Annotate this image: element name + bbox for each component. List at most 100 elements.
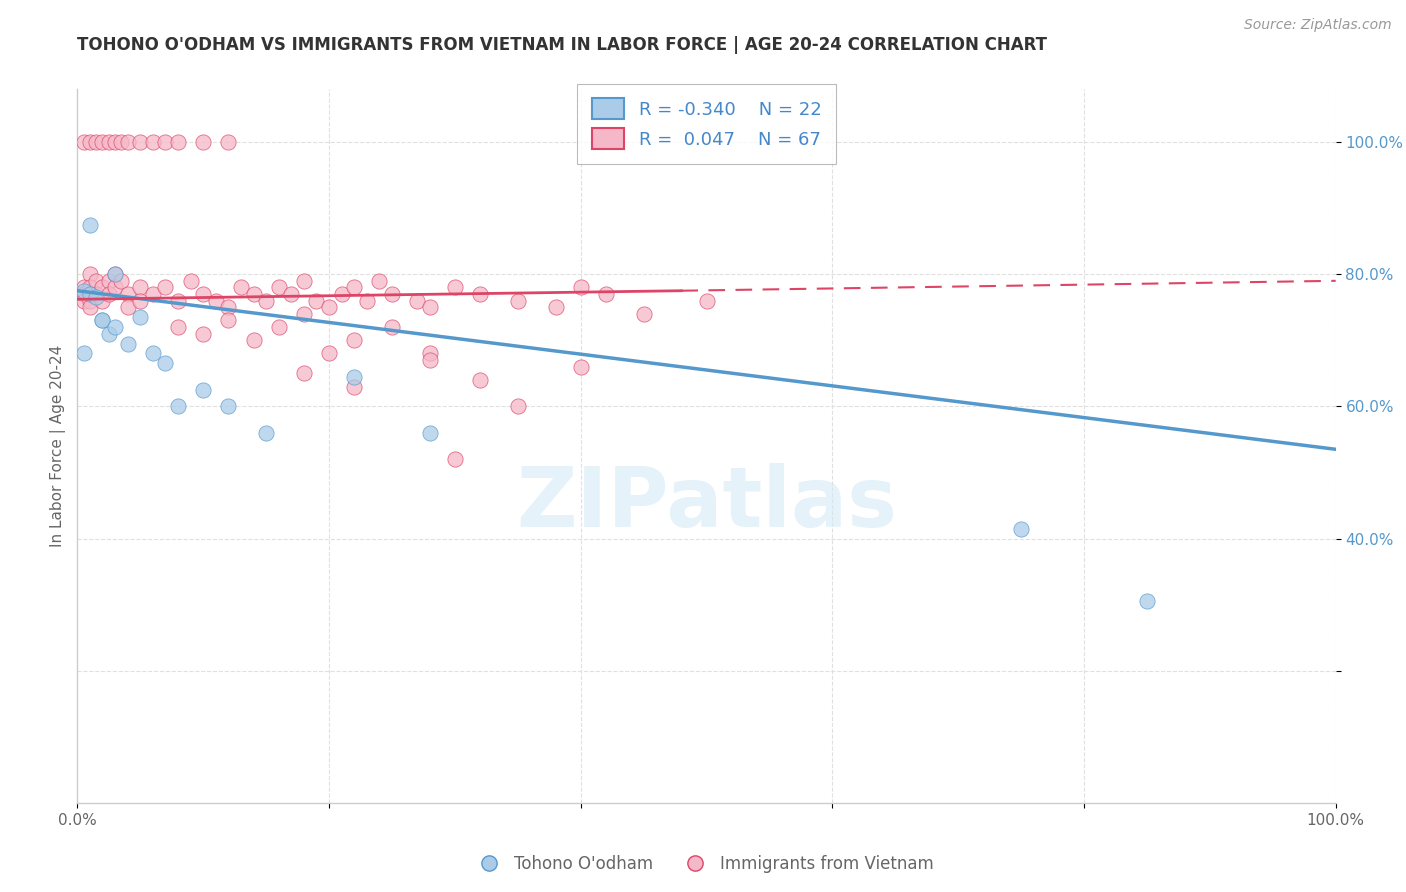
Point (330, 287, 353, 301)
Point (142, 135, 165, 149)
Point (117, 287, 139, 301)
Point (129, 135, 152, 149)
Point (419, 300, 441, 314)
Point (696, 293, 718, 308)
Point (191, 287, 215, 301)
Point (79, 293, 101, 308)
Point (356, 293, 378, 308)
Point (72, 284, 94, 298)
Point (343, 369, 366, 384)
Point (1010, 522, 1032, 536)
Point (110, 135, 132, 149)
Point (91, 135, 114, 149)
Point (468, 373, 491, 387)
Text: TOHONO O'ODHAM VS IMMIGRANTS FROM VIETNAM IN LABOR FORCE | AGE 20-24 CORRELATION: TOHONO O'ODHAM VS IMMIGRANTS FROM VIETNA… (77, 36, 1047, 54)
Point (191, 383, 215, 397)
Point (254, 293, 277, 308)
Point (180, 274, 202, 288)
Point (104, 280, 127, 294)
Point (368, 274, 391, 288)
Point (72, 287, 94, 301)
Point (84, 287, 107, 301)
Point (79, 287, 101, 301)
Text: ZIPatlas: ZIPatlas (516, 463, 897, 543)
Point (72, 280, 94, 294)
Point (142, 287, 165, 301)
Point (142, 346, 165, 360)
Point (110, 274, 132, 288)
Point (167, 320, 190, 334)
Point (280, 287, 302, 301)
Point (544, 300, 567, 314)
Point (91, 313, 114, 327)
Point (595, 287, 617, 301)
Point (91, 280, 114, 294)
Point (104, 267, 127, 281)
Point (468, 287, 491, 301)
Point (84, 135, 107, 149)
Point (155, 280, 177, 294)
Point (242, 333, 264, 347)
Point (72, 293, 94, 308)
Point (79, 280, 101, 294)
Point (292, 274, 315, 288)
Point (167, 400, 190, 414)
Point (155, 356, 177, 370)
Point (72, 346, 94, 360)
Text: Source: ZipAtlas.com: Source: ZipAtlas.com (1244, 18, 1392, 32)
Point (72, 135, 94, 149)
Point (155, 135, 177, 149)
Point (242, 287, 264, 301)
Point (569, 359, 592, 374)
Point (79, 218, 101, 232)
Point (381, 287, 404, 301)
Point (318, 300, 340, 314)
Point (129, 280, 152, 294)
Point (343, 333, 366, 347)
Point (506, 400, 529, 414)
Point (191, 326, 215, 341)
Point (569, 280, 592, 294)
Point (191, 135, 215, 149)
Point (267, 320, 290, 334)
Point (117, 336, 139, 351)
Point (97, 135, 120, 149)
Point (97, 287, 120, 301)
Point (217, 313, 239, 327)
Point (129, 310, 152, 325)
Point (292, 367, 315, 381)
Point (84, 290, 107, 304)
Point (267, 280, 290, 294)
Point (79, 300, 101, 314)
Y-axis label: In Labor Force | Age 20-24: In Labor Force | Age 20-24 (51, 345, 66, 547)
Legend: R = -0.340    N = 22, R =  0.047    N = 67: R = -0.340 N = 22, R = 0.047 N = 67 (578, 84, 835, 163)
Point (79, 135, 101, 149)
Point (204, 293, 226, 308)
Point (229, 280, 252, 294)
Point (129, 293, 152, 308)
Point (419, 353, 441, 368)
Point (97, 274, 120, 288)
Point (167, 293, 190, 308)
Point (117, 300, 139, 314)
Point (406, 293, 429, 308)
Point (381, 320, 404, 334)
Point (91, 313, 114, 327)
Point (117, 135, 139, 149)
Point (217, 135, 239, 149)
Point (292, 307, 315, 321)
Point (506, 293, 529, 308)
Point (343, 280, 366, 294)
Point (633, 307, 655, 321)
Point (444, 452, 467, 467)
Point (318, 346, 340, 360)
Point (254, 425, 277, 440)
Point (167, 135, 190, 149)
Point (444, 280, 467, 294)
Point (104, 267, 127, 281)
Legend: Tohono O'odham, Immigrants from Vietnam: Tohono O'odham, Immigrants from Vietnam (465, 848, 941, 880)
Point (217, 400, 239, 414)
Point (305, 293, 328, 308)
Point (343, 379, 366, 393)
Point (104, 135, 127, 149)
